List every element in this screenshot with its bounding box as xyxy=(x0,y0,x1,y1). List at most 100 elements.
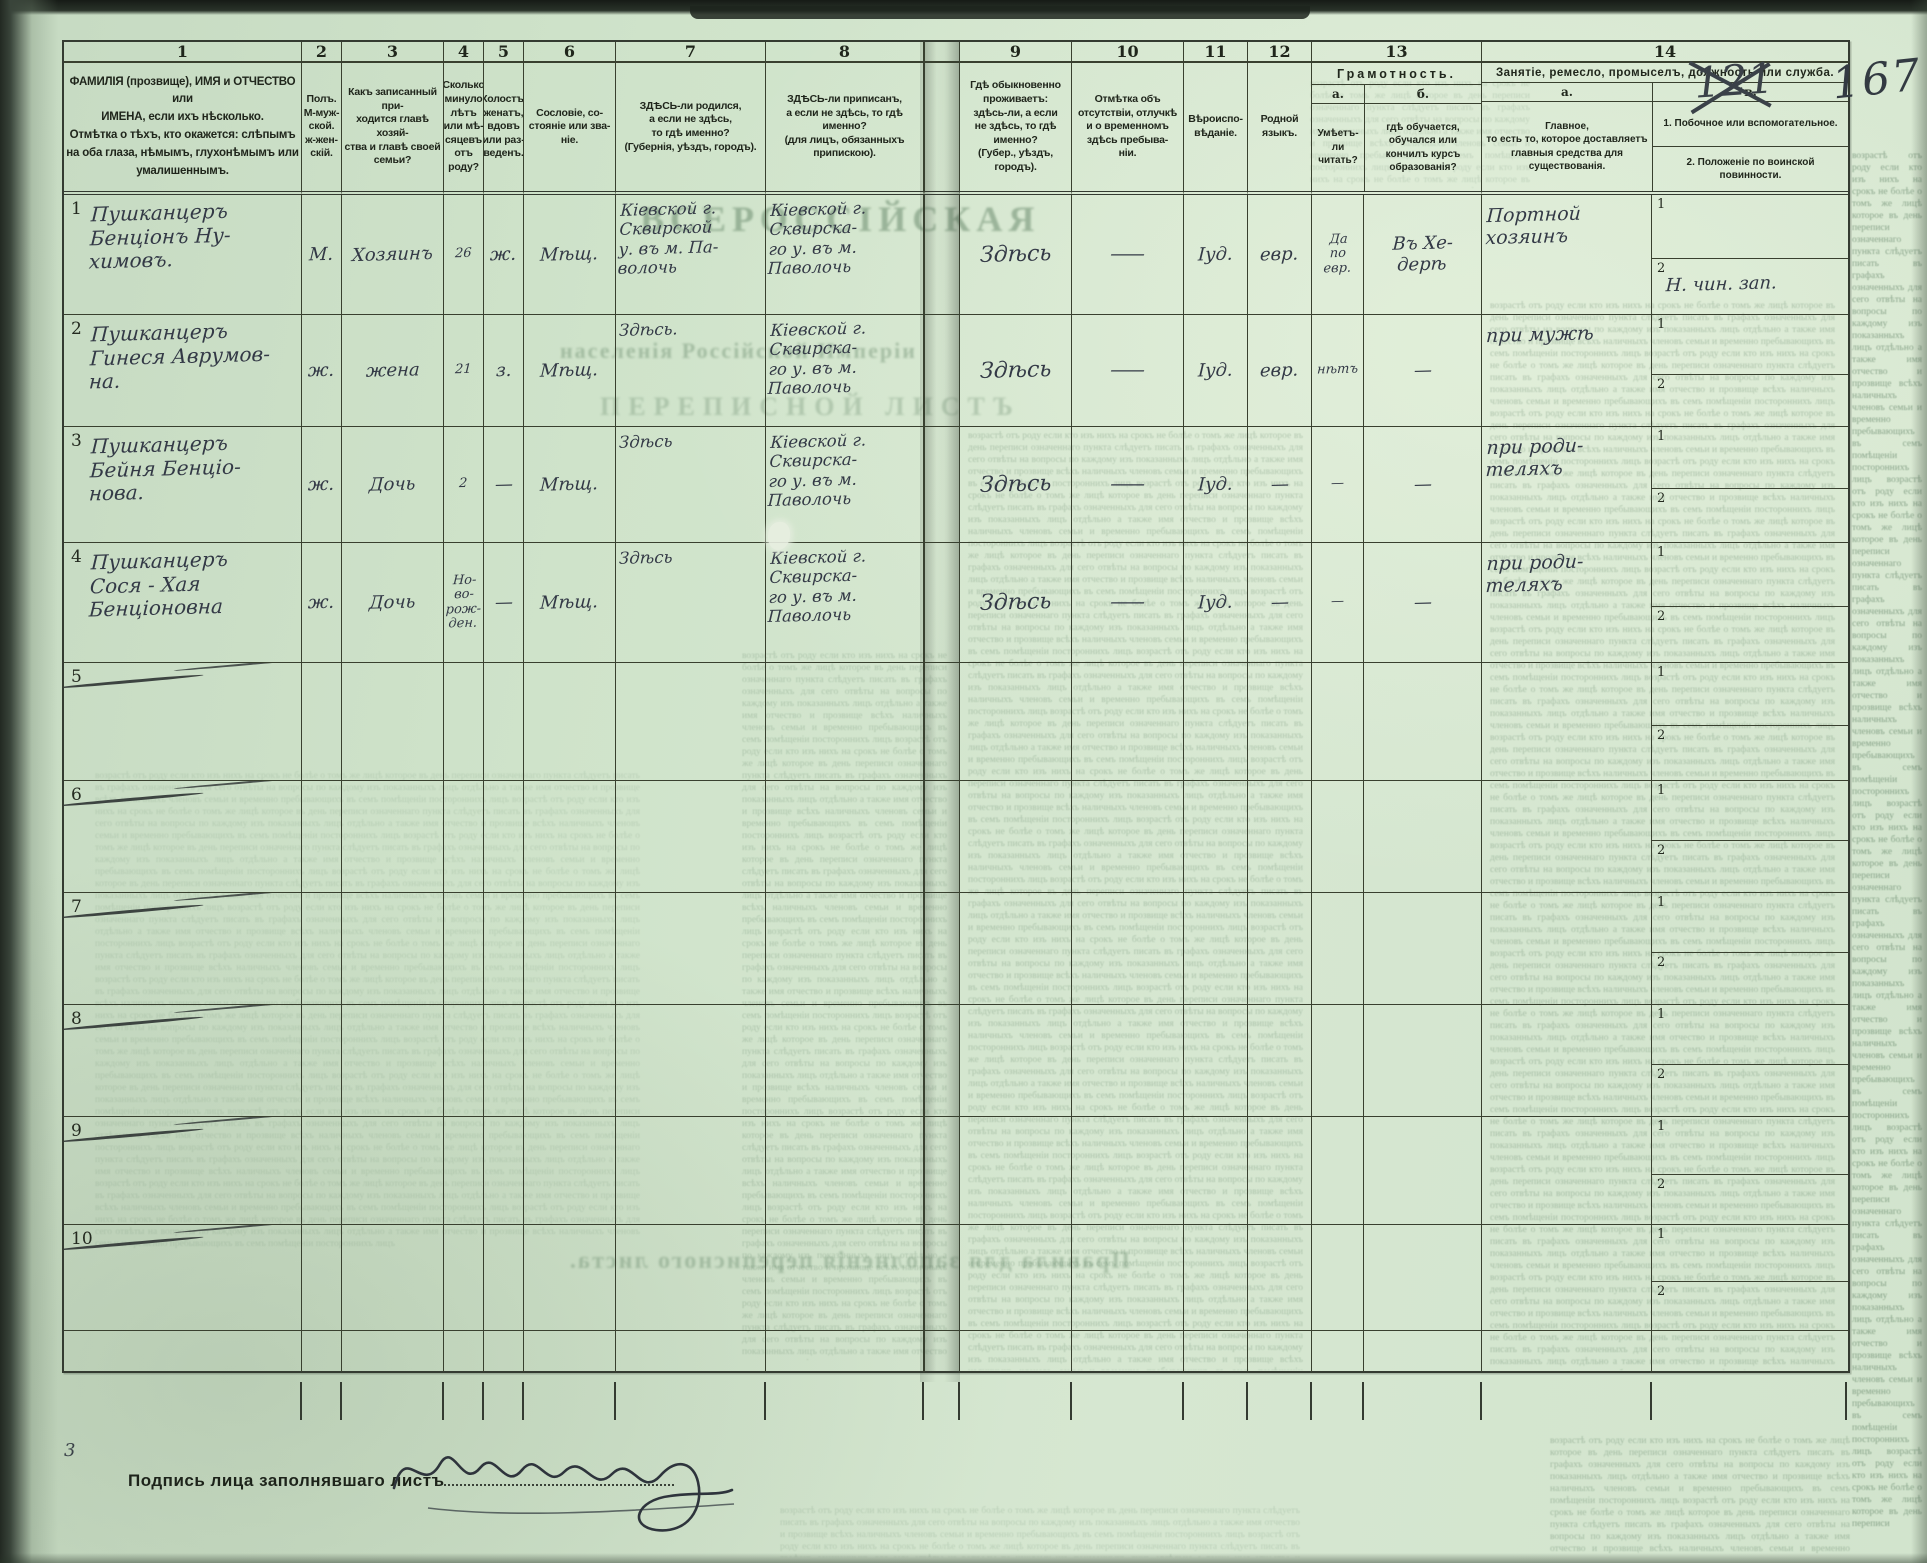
row-number-strikethrough xyxy=(64,903,204,920)
row-number: 2 xyxy=(71,319,82,339)
header-number-row: 1 2 3 4 5 6 7 8 9 10 11 12 13 14 xyxy=(64,42,1848,63)
cell-estate: Мѣщ. xyxy=(524,315,616,427)
handwritten-age: 21 xyxy=(454,362,473,378)
handwritten-sex: ж. xyxy=(307,359,336,382)
column-tick xyxy=(764,1382,766,1420)
cell-name: 4 Пушканцеръ Сося - Хая Бенціоновна xyxy=(64,543,302,663)
handwritten-residence: Здѣсь xyxy=(979,588,1052,616)
handwritten-estate: Мѣщ. xyxy=(540,591,599,614)
cell-registered: Кіевской г. Сквирска- го у. въ м. Паволо… xyxy=(766,195,924,315)
column-number: 6 xyxy=(524,42,616,63)
cell-religion xyxy=(1184,1225,1248,1331)
handwritten-residence: Здѣсь xyxy=(979,470,1052,498)
cell-relation xyxy=(342,663,444,781)
cell-language xyxy=(1248,781,1312,893)
occupation-side-1: 1 xyxy=(1652,893,1848,953)
column-header: ЗДѢСЬ-ли приписанъ, а если не здѣсь, то … xyxy=(766,63,924,195)
cell-absence xyxy=(1072,781,1184,893)
column-header: Родной языкъ. xyxy=(1248,63,1312,195)
cell-estate: Мѣщ. xyxy=(524,195,616,315)
column-number: 4 xyxy=(444,42,484,63)
scan-edge-left xyxy=(0,0,58,1563)
paper-stain xyxy=(768,522,790,550)
cell-age xyxy=(444,1117,484,1225)
cell-age xyxy=(444,781,484,893)
row-number: 6 xyxy=(71,785,82,805)
tail-cell xyxy=(302,1331,342,1373)
table-row: 3 Пушканцеръ Бейня Бенціо- нова. ж. Дочь 2 — М… xyxy=(64,427,1848,543)
cell-sex xyxy=(302,781,342,893)
cell-age xyxy=(444,1005,484,1117)
column-number: 3 xyxy=(342,42,444,63)
printed-sub-number: 2 xyxy=(1657,261,1666,277)
cell-registered xyxy=(766,1005,924,1117)
sub-text: 1. Побочное или вспомогательное. 2. Полож… xyxy=(1653,102,1848,191)
cell-name: 3 Пушканцеръ Бейня Бенціо- нова. xyxy=(64,427,302,543)
handwritten-literacy-a: нѣтъ xyxy=(1316,361,1359,378)
printed-sub-number: 1 xyxy=(1657,1119,1666,1134)
bleedthrough-text: возрастѣ отъ роду если кто изъ нихъ на с… xyxy=(1550,1436,1850,1553)
cell-literacy_b: — xyxy=(1364,543,1482,663)
handwritten-estate: Мѣщ. xyxy=(540,243,599,266)
occupation-side-2: 2 Н. чин. зап. xyxy=(1652,259,1848,314)
column-tick xyxy=(1845,1382,1847,1420)
tail-cell xyxy=(64,1331,302,1373)
gutter-fold-cell xyxy=(924,781,960,893)
handwritten-name: Пушканцеръ Бенціонъ Ну- химовъ. xyxy=(88,198,232,274)
cell-language: евр. xyxy=(1248,195,1312,315)
handwritten-marital: з. xyxy=(495,359,512,382)
gutter-fold-cell xyxy=(924,42,960,63)
column-header: ФАМИЛІЯ (прозвище), ИМЯ и ОТЧЕСТВО или И… xyxy=(64,63,302,195)
occupation-side-1: 1 xyxy=(1652,781,1848,841)
cell-sex xyxy=(302,1225,342,1331)
cell-sex: ж. xyxy=(302,543,342,663)
cell-marital: — xyxy=(484,543,524,663)
cell-marital xyxy=(484,1005,524,1117)
printed-sub-number: 1 xyxy=(1657,1007,1666,1022)
column-header: Сословіе, со- стояніе или зва- ніе. xyxy=(524,63,616,195)
column-number: 8 xyxy=(766,42,924,63)
cell-occupation_main: при роди- теляхъ xyxy=(1482,543,1652,663)
cell-language xyxy=(1248,1225,1312,1331)
cell-occupation_main: при роди- теляхъ xyxy=(1482,427,1652,543)
handwritten-residence: Здѣсь xyxy=(979,356,1052,384)
printed-sub-number: 1 xyxy=(1657,783,1666,798)
cell-marital xyxy=(484,893,524,1005)
handwritten-literacy-a: — xyxy=(1330,594,1345,610)
cell-literacy_b xyxy=(1364,1117,1482,1225)
handwritten-religion: Іуд. xyxy=(1197,591,1234,614)
occupation-side-2: 2 xyxy=(1652,1175,1848,1224)
scan-edge-top-blob xyxy=(690,6,1310,19)
cell-residence xyxy=(960,663,1072,781)
cell-residence: Здѣсь xyxy=(960,427,1072,543)
cell-language: — xyxy=(1248,543,1312,663)
cell-marital: — xyxy=(484,427,524,543)
handwritten-marital: — xyxy=(494,473,513,496)
occupation-side-1: 1 xyxy=(1652,1117,1848,1175)
printed-sub-number: 1 xyxy=(1657,895,1666,910)
occupation-header: Занятіе, ремесло, промыселъ, должность и… xyxy=(1482,63,1848,195)
cell-sex xyxy=(302,1005,342,1117)
tail-cell xyxy=(1482,1331,1652,1373)
column-tick xyxy=(442,1382,444,1420)
column-number: 1 xyxy=(64,42,302,63)
cell-literacy_b xyxy=(1364,781,1482,893)
column-tick xyxy=(1070,1382,1072,1420)
cell-language: евр. xyxy=(1248,315,1312,427)
tail-cell xyxy=(1248,1331,1312,1373)
handwritten-literacy-b: — xyxy=(1413,591,1432,614)
handwritten-religion: Іуд. xyxy=(1197,359,1234,382)
occupation-side-2: 2 xyxy=(1652,1282,1848,1330)
gutter-fold-cell xyxy=(924,427,960,543)
cell-literacy_a xyxy=(1312,1225,1364,1331)
tail-cell xyxy=(444,1331,484,1373)
cell-marital xyxy=(484,1225,524,1331)
cell-residence: Здѣсь xyxy=(960,195,1072,315)
handwritten-occupation-main: при мужѣ xyxy=(1485,322,1595,348)
cell-sex xyxy=(302,1117,342,1225)
